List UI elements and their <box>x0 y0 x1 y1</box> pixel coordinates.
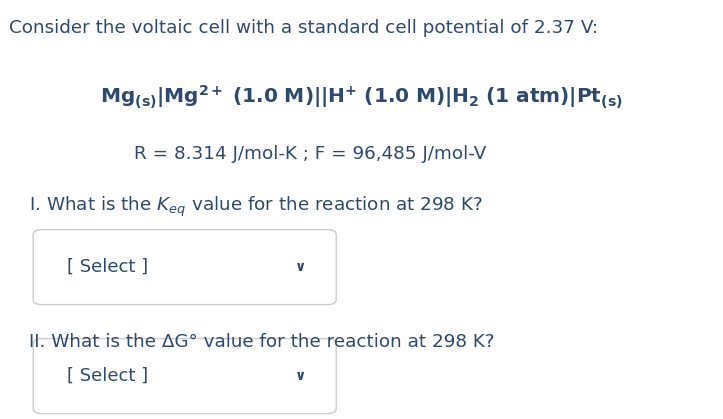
Text: [ Select ]: [ Select ] <box>67 367 148 385</box>
Text: I. What is the $K_{eq}$ value for the reaction at 298 K?: I. What is the $K_{eq}$ value for the re… <box>29 195 483 219</box>
Text: ∨: ∨ <box>294 260 306 274</box>
FancyBboxPatch shape <box>33 230 336 305</box>
Text: [ Select ]: [ Select ] <box>67 258 148 276</box>
FancyBboxPatch shape <box>33 339 336 414</box>
Text: ∨: ∨ <box>294 369 306 383</box>
Text: Consider the voltaic cell with a standard cell potential of 2.37 V:: Consider the voltaic cell with a standar… <box>9 19 599 37</box>
Text: II. What is the ΔG° value for the reaction at 298 K?: II. What is the ΔG° value for the reacti… <box>29 333 495 351</box>
Text: $\mathbf{Mg_{(s)}|Mg^{2+}\ (1.0\ M)||H^{+}\ (1.0\ M)|H_2\ (1\ atm)|Pt_{(s)}}$: $\mathbf{Mg_{(s)}|Mg^{2+}\ (1.0\ M)||H^{… <box>100 84 623 111</box>
Text: R = 8.314 J/mol-K ; F = 96,485 J/mol-V: R = 8.314 J/mol-K ; F = 96,485 J/mol-V <box>134 145 486 163</box>
